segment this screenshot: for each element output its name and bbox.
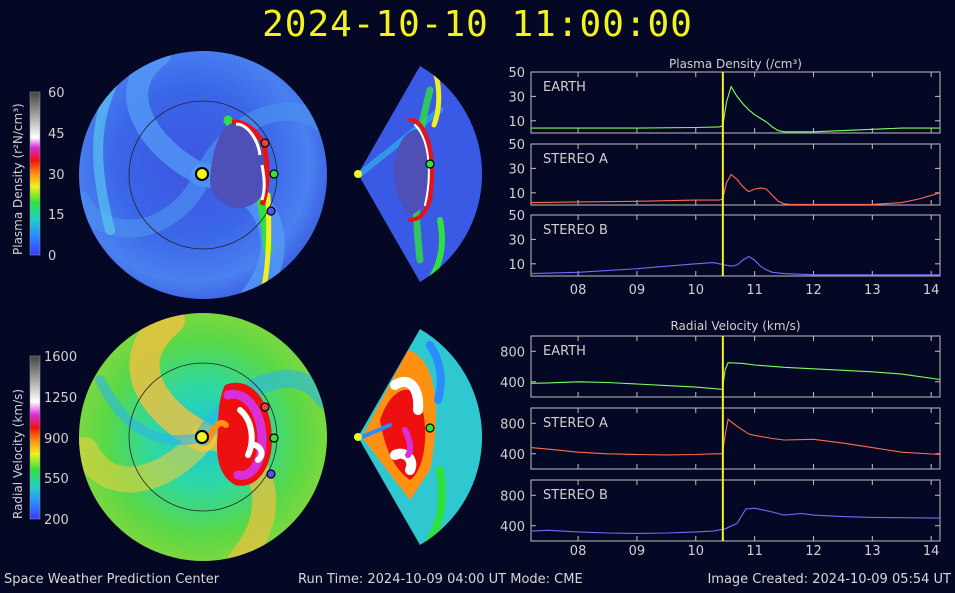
velocity-colorbar: 1600 1250 900 550 200 Radial Velocity (k… bbox=[11, 350, 77, 528]
density-xtick-label: 10 bbox=[688, 283, 705, 298]
velocity-colorbar-label: Radial Velocity (km/s) bbox=[11, 389, 25, 519]
velocity-panel-earth-ytick-label: 800 bbox=[500, 345, 525, 360]
density-panel-earth-label: EARTH bbox=[543, 80, 586, 95]
velocity-panel-stereo-a-ytick-label: 400 bbox=[500, 448, 525, 463]
density-panel-stereo-a-ytick-label: 10 bbox=[508, 187, 525, 202]
density-panel-earth-ytick-label: 30 bbox=[508, 90, 525, 105]
density-panel-stereo-a-frame bbox=[530, 143, 941, 206]
earth-marker-velocity bbox=[269, 433, 279, 443]
density-xtick-label: 13 bbox=[864, 283, 881, 298]
density-panel-earth-series-line bbox=[531, 85, 940, 133]
velocity-tick-4: 200 bbox=[44, 513, 69, 528]
velocity-xtick-label: 08 bbox=[570, 544, 587, 559]
density-panel-stereo-b-series-line bbox=[530, 255, 940, 276]
velocity-xtick-label: 13 bbox=[864, 544, 881, 559]
density-tick-3: 15 bbox=[48, 208, 65, 223]
velocity-xtick-label: 14 bbox=[923, 544, 940, 559]
velocity-ecliptic-disk bbox=[79, 313, 327, 561]
velocity-xtick-label: 11 bbox=[746, 544, 763, 559]
stereo-a-marker-velocity bbox=[260, 402, 270, 412]
velocity-panel-earth-frame bbox=[530, 335, 941, 398]
density-meridional-wedge bbox=[354, 66, 483, 282]
density-panel-stereo-b-ytick-label: 30 bbox=[508, 233, 525, 248]
velocity-tick-3: 550 bbox=[44, 472, 69, 487]
density-panel-stereo-b-label: STEREO B bbox=[543, 223, 608, 238]
density-colorbar-gradient bbox=[29, 91, 41, 256]
velocity-colorbar-gradient bbox=[29, 355, 41, 520]
velocity-panel-stereo-b-frame bbox=[530, 479, 941, 542]
velocity-panel-stereo-b-ytick-label: 400 bbox=[500, 520, 525, 535]
stereo-b-marker-velocity bbox=[266, 469, 276, 479]
earth-marker-density bbox=[269, 169, 279, 179]
velocity-panel-stereo-a-label: STEREO A bbox=[543, 416, 608, 431]
density-chart-title: Plasma Density (/cm³) bbox=[669, 57, 802, 71]
density-panel-earth-ytick-label: 50 bbox=[508, 66, 525, 81]
velocity-panel-stereo-b-series-line bbox=[530, 507, 941, 534]
density-panel-stereo-a-label: STEREO A bbox=[543, 152, 608, 167]
stereo-b-marker-density bbox=[266, 206, 276, 216]
velocity-panel-stereo-a-ytick-label: 800 bbox=[500, 417, 525, 432]
density-colorbar-label: Plasma Density (r²N/cm³) bbox=[11, 103, 25, 255]
density-xtick-label: 11 bbox=[746, 283, 763, 298]
velocity-panel-stereo-a-frame bbox=[530, 407, 941, 470]
velocity-panel-stereo-b-ytick-label: 800 bbox=[500, 489, 525, 504]
velocity-panel-earth-ytick-label: 400 bbox=[500, 376, 525, 391]
velocity-xtick-label: 10 bbox=[688, 544, 705, 559]
stereo-a-marker-density bbox=[260, 138, 270, 148]
density-panel-stereo-a-ytick-label: 30 bbox=[508, 162, 525, 177]
velocity-panel-earth-label: EARTH bbox=[543, 344, 586, 359]
earth-marker-velocity-wedge bbox=[425, 423, 435, 433]
velocity-panel-stereo-b-label: STEREO B bbox=[543, 488, 608, 503]
velocity-tick-2: 900 bbox=[44, 432, 69, 447]
density-colorbar: 60 45 30 15 0 Plasma Density (r²N/cm³) bbox=[11, 86, 65, 264]
velocity-tick-0: 1600 bbox=[44, 350, 77, 365]
density-xtick-label: 09 bbox=[629, 283, 646, 298]
datetime-title: 2024-10-10 11:00:00 bbox=[262, 4, 693, 45]
density-tick-2: 30 bbox=[48, 168, 65, 183]
velocity-xtick-label: 09 bbox=[629, 544, 646, 559]
velocity-panel-earth-series-line bbox=[530, 362, 941, 390]
density-panel-stereo-a-series-line bbox=[530, 173, 941, 205]
density-xtick-label: 12 bbox=[805, 283, 822, 298]
velocity-xtick-label: 12 bbox=[805, 544, 822, 559]
velocity-chart-title: Radial Velocity (km/s) bbox=[670, 319, 800, 333]
earth-marker-density-wedge bbox=[425, 159, 435, 169]
density-xtick-label: 14 bbox=[923, 283, 940, 298]
velocity-tick-1: 1250 bbox=[44, 391, 77, 406]
density-panel-stereo-b-ytick-label: 50 bbox=[508, 209, 525, 224]
density-panel-earth-ytick-label: 10 bbox=[508, 115, 525, 130]
footer-org: Space Weather Prediction Center bbox=[4, 572, 220, 587]
density-panel-stereo-a-ytick-label: 50 bbox=[508, 138, 525, 153]
density-tick-4: 0 bbox=[48, 249, 56, 264]
density-panel-earth-frame bbox=[530, 71, 941, 134]
velocity-meridional-wedge bbox=[354, 329, 483, 545]
density-tick-1: 45 bbox=[48, 127, 65, 142]
density-tick-0: 60 bbox=[48, 86, 65, 101]
density-ecliptic-disk bbox=[79, 51, 327, 299]
footer-run-time: Run Time: 2024-10-09 04:00 UT Mode: CME bbox=[298, 572, 583, 587]
footer-image-created: Image Created: 2024-10-09 05:54 UT bbox=[707, 572, 951, 587]
velocity-panel-stereo-a-series-line bbox=[530, 418, 941, 456]
timeseries-charts: Plasma Density (/cm³) 50 30 10 EARTH 50 30 10 ST… bbox=[500, 57, 941, 559]
density-panel-stereo-b-ytick-label: 10 bbox=[508, 258, 525, 273]
density-xtick-label: 08 bbox=[570, 283, 587, 298]
